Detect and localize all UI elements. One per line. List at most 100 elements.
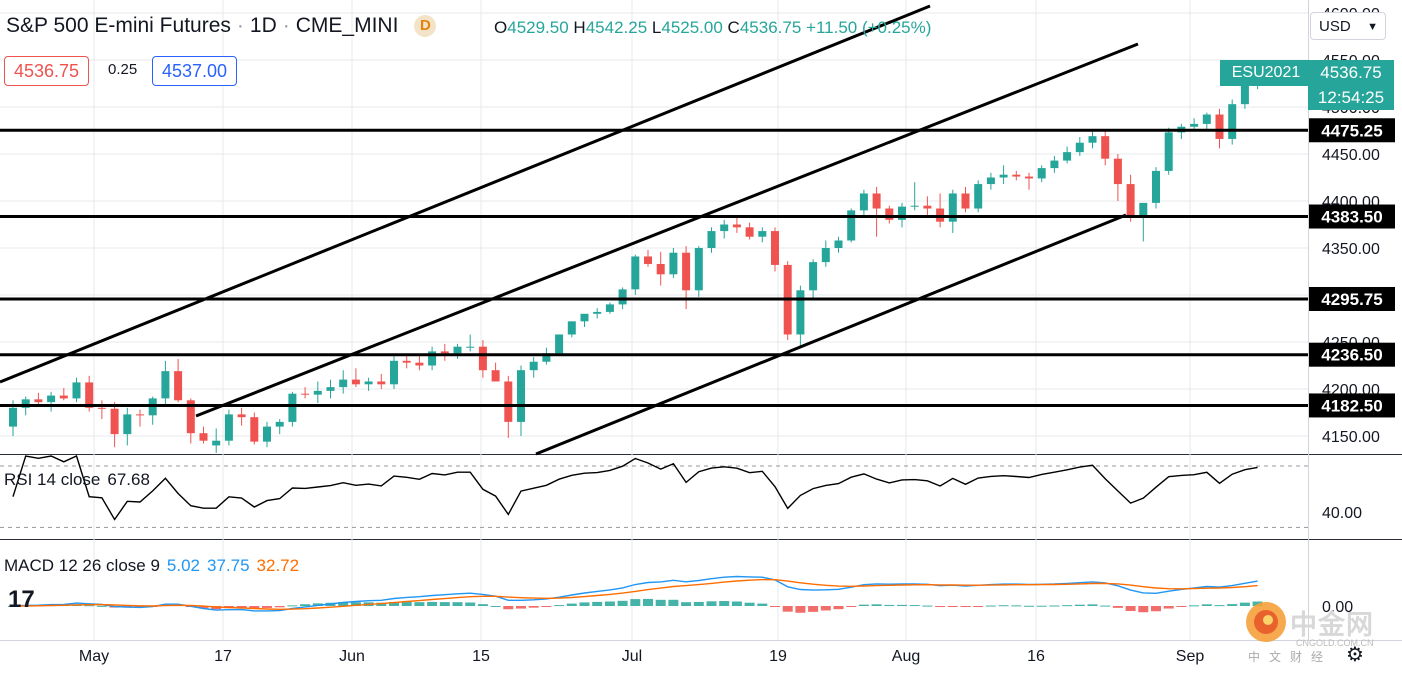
macd-histogram-bar	[1011, 605, 1022, 607]
candle-body	[809, 262, 818, 291]
interval-label[interactable]: 1D	[249, 14, 277, 37]
macd-histogram-bar	[1189, 605, 1200, 607]
header-separator: ·	[282, 14, 290, 37]
macd-histogram-bar	[1024, 605, 1034, 607]
macd-histogram-bar	[541, 606, 552, 607]
candle-body	[390, 360, 398, 385]
macd-histogram-bar	[922, 605, 933, 607]
buy-button[interactable]: 4537.00	[152, 56, 238, 86]
macd-histogram-bar	[401, 601, 412, 606]
candle-body	[1152, 170, 1160, 203]
macd-histogram-bar	[1163, 606, 1174, 609]
candle-body	[593, 311, 602, 314]
rsi-line	[12, 455, 1258, 521]
high-label: H	[573, 18, 586, 37]
macd-histogram-bar	[236, 606, 247, 608]
delayed-data-badge[interactable]: D	[414, 15, 437, 37]
rsi-value: 67.68	[107, 470, 150, 489]
candle-body	[1113, 158, 1122, 185]
candle-body	[1164, 132, 1173, 171]
level-label: 4236.50	[1321, 346, 1382, 365]
candle-body	[555, 334, 564, 354]
candle-body	[351, 379, 360, 385]
macd-histogram-bar	[1176, 606, 1187, 607]
candle-body	[669, 252, 678, 275]
candle-body	[796, 290, 805, 335]
currency-dropdown[interactable]: USD ▼	[1310, 12, 1386, 40]
last-price-ticker: ESU2021	[1220, 60, 1312, 86]
macd-histogram-bar	[998, 605, 1009, 607]
macd-histogram-bar	[668, 599, 679, 606]
macd-histogram-bar	[884, 604, 895, 606]
macd-histogram-value: 5.02	[166, 556, 200, 575]
sell-button[interactable]: 4536.75	[4, 56, 90, 86]
x-tick-label: Jun	[339, 648, 365, 665]
macd-histogram-bar	[871, 604, 882, 606]
macd-histogram-bar	[84, 605, 95, 607]
level-label: 4383.50	[1321, 208, 1382, 227]
candle-body	[821, 248, 830, 263]
level-label-box	[1309, 286, 1395, 311]
candle-body	[263, 426, 271, 442]
candle-body	[948, 193, 957, 222]
symbol-name[interactable]: S&P 500 E-mini Futures	[6, 14, 231, 37]
macd-histogram-bar	[604, 601, 615, 606]
macd-histogram-bar	[1036, 605, 1047, 607]
macd-signal-value: 32.72	[256, 556, 300, 575]
candle-body	[1126, 184, 1135, 216]
macd-histogram-bar	[846, 606, 857, 607]
x-tick-label: 15	[472, 648, 490, 665]
macd-label: MACD 12 26 close 9	[4, 556, 160, 575]
macd-histogram-bar	[935, 606, 946, 607]
chevron-down-icon: ▼	[1367, 21, 1378, 33]
macd-histogram-bar	[1252, 601, 1263, 606]
candle-body	[644, 256, 652, 264]
candle-body	[771, 231, 779, 265]
macd-legend[interactable]: MACD 12 26 close 9 5.02 37.75 32.72	[4, 556, 306, 576]
candle-body	[21, 399, 30, 408]
macd-histogram-bar	[1112, 606, 1123, 608]
macd-histogram-bar	[338, 602, 349, 606]
candle-body	[720, 224, 729, 232]
macd-histogram-bar	[985, 605, 996, 607]
candle-body	[313, 390, 322, 395]
macd-histogram-bar	[312, 603, 323, 606]
candle-body	[961, 193, 970, 209]
candle-body	[453, 346, 462, 354]
macd-histogram-bar	[1151, 606, 1161, 612]
macd-histogram-bar	[211, 606, 222, 610]
x-tick-label: Sep	[1176, 648, 1205, 665]
candle-body	[1037, 168, 1046, 179]
candle-body	[542, 353, 551, 362]
candle-body	[34, 399, 43, 403]
candle-body	[1088, 136, 1097, 143]
x-tick-label: Aug	[892, 648, 920, 665]
candle-body	[707, 231, 716, 248]
macd-histogram-bar	[427, 601, 438, 606]
candle-body	[326, 387, 335, 391]
macd-histogram-bar	[1062, 605, 1073, 607]
watermark-text: 中金网	[1290, 610, 1374, 640]
candle-body	[478, 346, 487, 371]
macd-histogram-bar	[744, 602, 755, 606]
close-label: C	[727, 18, 740, 37]
macd-histogram-bar	[1074, 604, 1085, 606]
candle-body	[224, 414, 233, 441]
x-tick-label: 19	[769, 648, 787, 665]
candle-body	[656, 263, 665, 275]
macd-histogram-bar	[477, 604, 488, 606]
macd-histogram-bar	[655, 599, 666, 606]
rsi-legend[interactable]: RSI 14 close 67.68	[4, 470, 157, 490]
tradingview-logo[interactable]: 17	[8, 586, 35, 613]
candle-body	[567, 321, 576, 335]
high-value: 4542.25	[585, 18, 648, 37]
y-tick-label: 4350.00	[1322, 241, 1380, 258]
macd-histogram-bar	[592, 601, 603, 606]
macd-histogram-bar	[8, 606, 18, 607]
macd-histogram-bar	[262, 606, 272, 608]
macd-histogram-bar	[897, 604, 907, 606]
watermark-subtitle: 中文财经	[1248, 650, 1333, 664]
ohlc-readout: O4529.50 H4542.25 L4525.00 C4536.75 +11.…	[494, 18, 931, 38]
gear-icon[interactable]: ⚙	[1346, 644, 1364, 666]
